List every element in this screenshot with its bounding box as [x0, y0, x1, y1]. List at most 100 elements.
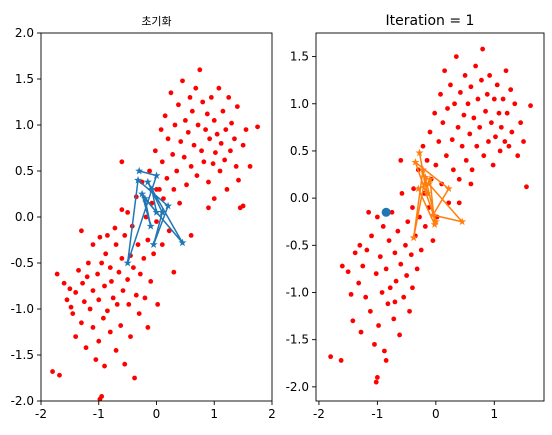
scatter-point	[224, 187, 230, 192]
scatter-point	[374, 375, 380, 380]
scatter-point	[357, 242, 363, 248]
y-tick-label: -2.0	[286, 380, 309, 394]
x-tick-label: 0	[432, 407, 440, 421]
scatter-point	[118, 323, 124, 328]
scatter-point	[382, 348, 387, 354]
scatter-point	[243, 127, 249, 132]
scatter-point	[79, 228, 84, 234]
scatter-point	[467, 131, 473, 137]
scatter-point	[469, 167, 475, 173]
scatter-point	[430, 238, 436, 243]
y-tick-label: -1.5	[11, 348, 34, 362]
scatter-point	[391, 316, 397, 322]
scatter-point	[387, 285, 393, 291]
scatter-point	[73, 334, 79, 339]
scatter-point	[481, 153, 487, 159]
scatter-point	[339, 263, 345, 269]
y-tick-label: 0.0	[290, 191, 309, 205]
scatter-point	[456, 200, 462, 206]
scatter-point	[383, 266, 389, 272]
scatter-point	[70, 311, 76, 316]
path-star-marker	[421, 173, 430, 181]
scatter-point	[374, 214, 380, 220]
path-star-marker	[146, 222, 155, 230]
scatter-point	[358, 329, 364, 335]
scatter-point	[161, 196, 166, 202]
data-layer	[328, 46, 533, 385]
scatter-point	[364, 247, 370, 253]
scatter-point	[83, 345, 89, 351]
x-tick-label: -1	[93, 407, 105, 421]
scatter-point	[90, 325, 96, 330]
scatter-point	[184, 182, 189, 188]
scatter-point	[64, 297, 70, 303]
scatter-point	[440, 120, 446, 126]
path-star-marker	[135, 166, 144, 175]
scatter-point	[107, 329, 113, 335]
path-star-marker	[431, 217, 440, 226]
scatter-point	[442, 68, 448, 74]
scatter-point	[473, 63, 478, 69]
x-tick-label: -2	[35, 407, 47, 421]
scatter-point	[125, 277, 131, 282]
scatter-point	[142, 295, 148, 301]
scatter-point	[217, 168, 223, 174]
scatter-point	[128, 334, 133, 339]
scatter-point	[393, 278, 399, 284]
scatter-point	[213, 150, 218, 156]
scatter-point	[456, 176, 462, 182]
scatter-point	[234, 104, 240, 109]
scatter-point	[453, 54, 459, 59]
scatter-point	[68, 304, 74, 310]
scatter-point	[465, 101, 471, 107]
scatter-point	[455, 124, 461, 130]
scatter-point	[483, 108, 488, 114]
scatter-point	[399, 191, 405, 196]
scatter-point	[137, 271, 143, 277]
scatter-point	[490, 162, 496, 168]
scatter-point	[458, 90, 463, 95]
scatter-point	[494, 82, 500, 88]
scatter-point	[398, 157, 404, 163]
scatter-point	[204, 111, 210, 117]
scatter-point	[120, 288, 126, 293]
scatter-point	[449, 137, 455, 143]
scatter-point	[90, 288, 96, 293]
scatter-point	[363, 294, 369, 300]
scatter-point	[410, 285, 415, 291]
y-tick-label: -0.5	[286, 238, 309, 252]
scatter-point	[418, 247, 424, 253]
path-star-marker	[152, 208, 161, 216]
scatter-point	[125, 210, 131, 215]
path-star-marker	[123, 258, 132, 267]
scatter-point	[502, 139, 508, 144]
scatter-point	[116, 269, 122, 275]
scatter-point	[180, 78, 185, 84]
path-star-marker	[418, 165, 427, 174]
path-star-marker	[140, 194, 149, 202]
scatter-point	[474, 143, 480, 149]
y-tick-label: -1.0	[286, 285, 309, 299]
left-chart-panel: 초기화 -2 -1 0 1 2 -2.0 -1.5 -1.0 -0.5 0.0 0.5 1.0 1.5 2.…	[11, 15, 276, 421]
scatter-point	[518, 120, 524, 126]
scatter-point	[87, 306, 93, 312]
scatter-point	[181, 154, 187, 160]
scatter-point	[102, 363, 107, 369]
scatter-point	[475, 96, 481, 102]
scatter-point	[352, 250, 358, 256]
scatter-point	[164, 175, 170, 181]
scatter-point	[176, 102, 181, 108]
scatter-point	[141, 256, 147, 261]
scatter-point	[211, 118, 217, 123]
scatter-point	[154, 187, 159, 192]
scatter-point	[133, 292, 139, 298]
scatter-point	[521, 139, 526, 144]
scatter-point	[445, 106, 450, 111]
scatter-point	[155, 302, 161, 307]
scatter-point	[328, 354, 334, 360]
scatter-point	[131, 265, 136, 270]
scatter-point	[102, 283, 107, 289]
scatter-point	[414, 266, 420, 272]
scatter-point	[185, 129, 191, 135]
y-tick-label: 1.0	[290, 97, 309, 111]
